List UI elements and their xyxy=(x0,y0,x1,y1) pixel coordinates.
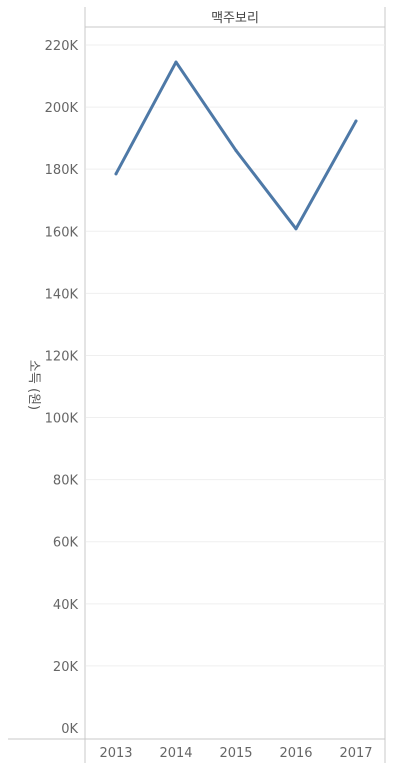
y-tick-label: 200K xyxy=(45,101,79,116)
x-tick-label: 2017 xyxy=(339,746,372,761)
y-tick-label: 80K xyxy=(53,474,79,489)
y-tick-label: 40K xyxy=(53,598,79,613)
gridlines xyxy=(86,44,385,667)
y-tick-label: 220K xyxy=(45,39,79,54)
x-tick-labels: 2013 2014 2015 2016 2017 xyxy=(99,746,372,761)
data-point xyxy=(354,119,358,123)
y-tick-label: 20K xyxy=(53,660,79,675)
data-point xyxy=(174,60,178,64)
panel-header: 맥주보리 xyxy=(211,11,259,26)
x-tick-label: 2015 xyxy=(219,746,252,761)
chart-frame xyxy=(8,7,386,763)
y-axis-label: 소득 (원) xyxy=(26,360,41,410)
data-point xyxy=(234,149,238,153)
y-tick-label: 160K xyxy=(45,225,79,240)
y-tick-label: 120K xyxy=(45,349,79,364)
series-line xyxy=(114,60,358,231)
y-tick-label: 60K xyxy=(53,536,79,551)
x-tick-label: 2016 xyxy=(279,746,312,761)
y-tick-label: 140K xyxy=(45,287,79,302)
y-tick-labels: 0K 20K 40K 60K 80K 100K 120K 140K 160K 180K 200K 22… xyxy=(45,39,79,737)
y-tick-label: 180K xyxy=(45,163,79,178)
data-point xyxy=(114,172,118,176)
y-tick-label: 0K xyxy=(61,722,78,737)
series-group xyxy=(114,60,358,231)
data-point xyxy=(294,227,298,231)
x-tick-label: 2013 xyxy=(99,746,132,761)
y-tick-label: 100K xyxy=(45,412,79,427)
x-tick-label: 2014 xyxy=(159,746,192,761)
